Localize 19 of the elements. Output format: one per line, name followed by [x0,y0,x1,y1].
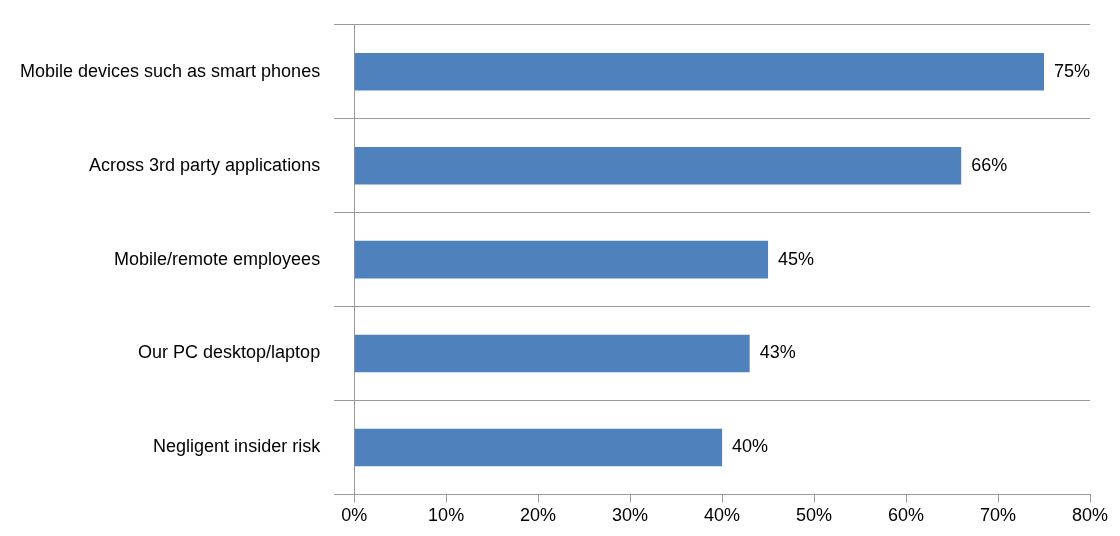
x-tick-label: 80% [1071,505,1109,526]
x-tick-label: 10% [428,505,465,526]
x-tick-label: 40% [704,505,741,526]
x-tick-label: 70% [980,505,1017,526]
x-tick-label: 0% [341,505,368,526]
x-tick-label: 50% [796,505,833,526]
x-tick-label: 60% [888,505,925,526]
data-label: 75% [1054,60,1091,81]
data-label: 66% [971,154,1008,175]
y-tick-label: Across 3rd party applications [89,154,321,175]
data-label: 43% [759,342,796,363]
data-label: 40% [732,436,769,457]
y-tick-label: Our PC desktop/laptop [138,342,321,363]
y-tick-label: Mobile/remote employees [114,248,321,269]
data-label: 45% [778,248,815,269]
y-tick-label: Mobile devices such as smart phones [19,60,321,81]
x-tick-label: 20% [520,505,557,526]
y-tick-label: Negligent insider risk [153,436,322,457]
x-tick-label: 30% [612,505,649,526]
